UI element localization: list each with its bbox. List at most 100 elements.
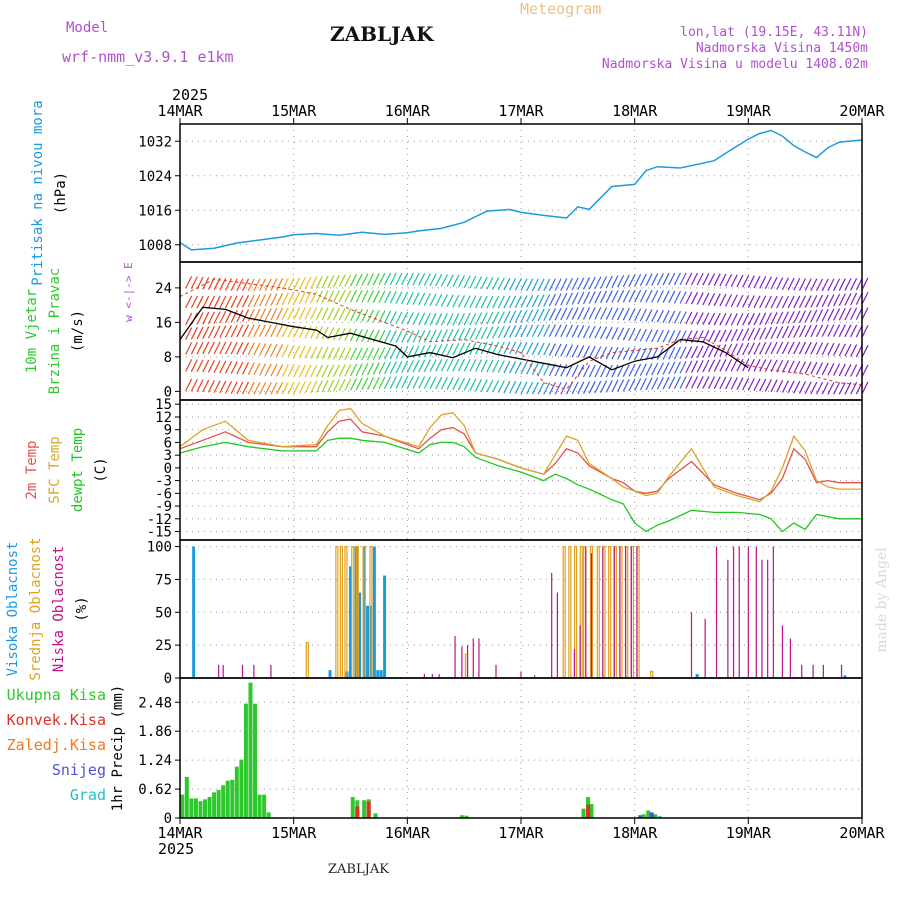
- wind-barb: [793, 310, 801, 324]
- wind-barb: [367, 329, 375, 343]
- wind-barb: [645, 347, 653, 361]
- wind-barb: [321, 275, 329, 289]
- wind-barb: [207, 360, 215, 373]
- wind-barb: [190, 276, 198, 289]
- wind-compass-label: w <-|-> E: [122, 262, 135, 322]
- wind-barb: [582, 381, 591, 394]
- wind-barb: [833, 308, 841, 321]
- wind-barb: [730, 313, 738, 326]
- wind-barb: [264, 293, 272, 307]
- wind-barb: [833, 293, 841, 307]
- mid-cloud-bar: [339, 545, 344, 679]
- wind-barb: [639, 273, 647, 287]
- wind-barb: [645, 289, 653, 303]
- total-precip-bar: [207, 797, 212, 818]
- wind-barb: [844, 293, 852, 306]
- wind-barb: [474, 276, 483, 289]
- wind-barb: [702, 359, 710, 373]
- wind-barb: [560, 344, 568, 357]
- wind-barb: [412, 359, 420, 373]
- wind-barb: [367, 347, 375, 361]
- total-precip-bar: [216, 790, 221, 818]
- wind-barb: [367, 309, 375, 323]
- wind-barb: [332, 307, 340, 321]
- dewpoint-line: [179, 437, 862, 533]
- wind-barb: [815, 309, 824, 322]
- high-cloud-bar: [372, 546, 376, 678]
- temp-sfc-line: [179, 407, 862, 503]
- wind-barb: [673, 346, 681, 360]
- wind-barb: [457, 328, 466, 341]
- cloud-ylabel-1: Srednja Oblacnost: [28, 537, 44, 680]
- wind-barb: [349, 289, 358, 303]
- wind-barb: [719, 329, 727, 343]
- wind-barb: [327, 307, 335, 321]
- wind-barb: [560, 278, 568, 291]
- wind-barb: [202, 311, 210, 325]
- wind-barb: [810, 342, 818, 355]
- wind-barb: [787, 341, 795, 355]
- total-precip-bar: [221, 785, 226, 818]
- wind-barb: [503, 380, 511, 394]
- y-tick-label: 1016: [138, 203, 172, 219]
- wind-barb: [384, 310, 392, 324]
- mid-cloud-bar: [568, 545, 572, 679]
- wind-barb: [423, 376, 431, 389]
- wind-barb: [474, 327, 483, 340]
- wind-barb: [531, 381, 539, 395]
- wind-barb: [708, 312, 716, 326]
- wind-barb: [622, 327, 630, 341]
- wind-barb: [384, 272, 392, 286]
- wind-barb: [406, 292, 414, 305]
- wind-barb: [190, 295, 198, 309]
- wind-barb: [690, 312, 699, 325]
- wind-barb: [668, 290, 676, 304]
- total-precip-bar: [459, 815, 464, 818]
- wind-barb: [673, 272, 681, 286]
- wind-barb: [679, 291, 687, 304]
- wind-barb: [276, 307, 284, 321]
- wind-barb: [446, 274, 454, 287]
- y-tick-label: 8: [164, 350, 172, 366]
- wind-barb: [236, 342, 244, 355]
- wind-barb: [361, 329, 369, 342]
- y-tick-label: 24: [155, 281, 172, 297]
- wind-barb: [264, 363, 272, 377]
- wind-barb: [821, 381, 829, 395]
- wind-barb: [810, 295, 818, 308]
- wind-barb: [474, 378, 483, 392]
- wind-barb: [270, 278, 278, 291]
- wind-barb: [776, 379, 784, 393]
- wind-barb: [463, 327, 471, 341]
- wind-barb: [378, 347, 386, 360]
- wind-barb: [821, 308, 829, 322]
- model-name: wrf-nmm_v3.9.1 e1km: [62, 48, 234, 66]
- wind-barb: [327, 347, 335, 360]
- wind-barb: [480, 379, 488, 392]
- x-tick-label-bottom: 14MAR: [157, 824, 203, 842]
- wind-barb: [844, 363, 852, 377]
- wind-barb: [764, 379, 772, 392]
- y-tick-label: -3: [155, 474, 172, 490]
- wind-barb: [224, 341, 233, 355]
- wind-barb: [503, 295, 511, 309]
- wind-barb: [736, 343, 744, 356]
- wind-barb: [418, 330, 426, 343]
- wind-barb: [384, 330, 392, 343]
- total-precip-bar: [464, 815, 469, 818]
- wind-barb: [781, 295, 789, 309]
- temp-2m-line: [179, 418, 862, 501]
- wind-barb: [372, 376, 380, 390]
- wind-barb: [412, 292, 420, 305]
- wind-barb: [861, 381, 869, 395]
- wind-barb: [673, 361, 681, 374]
- wind-barb: [355, 347, 363, 361]
- wind-barb: [185, 312, 193, 326]
- wind-barb: [753, 378, 761, 391]
- high-cloud-bar: [362, 546, 366, 678]
- wind-barb: [577, 307, 585, 320]
- wind-barb: [389, 330, 397, 343]
- wind-barb: [827, 294, 835, 307]
- wind-barb: [452, 358, 460, 372]
- wind-barb: [293, 364, 301, 378]
